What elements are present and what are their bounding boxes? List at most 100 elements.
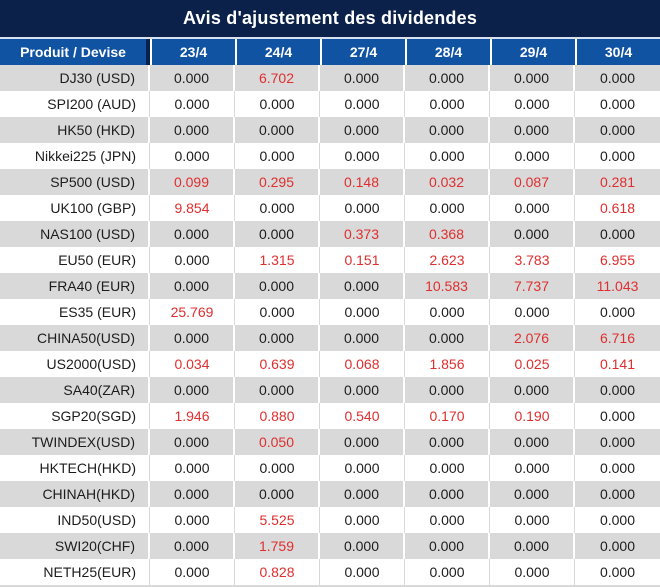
product-cell: NETH25(EUR) — [0, 559, 150, 585]
table-row: NETH25(EUR) 0.000 0.828 0.000 0.000 0.000 0.00… — [0, 559, 660, 585]
value-cell: 0.000 — [599, 148, 636, 164]
value-cell: 0.190 — [490, 403, 575, 429]
product-cell: FRA40 (EUR) — [0, 273, 150, 299]
value-cell: 7.737 — [490, 273, 575, 299]
value-cell: 2.623 — [405, 247, 490, 273]
value-cell: 5.525 — [235, 507, 320, 533]
value-cell: 0.000 — [490, 91, 575, 117]
value-cell: 0.000 — [405, 195, 490, 221]
value-cell: 0.000 — [490, 429, 575, 455]
value-cell: 0.000 — [490, 481, 575, 507]
value-cell: 1.946 — [150, 403, 235, 429]
value-cell: 0.000 — [320, 377, 405, 403]
table-row: SWI20(CHF) 0.000 1.759 0.000 0.000 0.000 0.000 — [0, 533, 660, 559]
value-cell: 0.025 — [490, 351, 575, 377]
value-cell: 3.783 — [490, 247, 575, 273]
value-cell: 0.281 — [599, 174, 636, 190]
value-cell: 0.000 — [150, 325, 235, 351]
value-cell: 0.068 — [320, 351, 405, 377]
value-cell: 0.000 — [599, 408, 636, 424]
value-cell: 9.854 — [150, 195, 235, 221]
value-cell: 0.000 — [150, 455, 235, 481]
product-cell: SA40(ZAR) — [0, 377, 150, 403]
value-cell: 1.856 — [405, 351, 490, 377]
value-cell: 0.000 — [490, 299, 575, 325]
table-header-row: Produit / Devise 23/4 24/4 27/4 28/4 29/4 30/4 — [0, 39, 660, 65]
table-row: SP500 (USD) 0.099 0.295 0.148 0.032 0.087 0.28… — [0, 169, 660, 195]
value-cell: 0.000 — [405, 117, 490, 143]
value-cell: 0.540 — [320, 403, 405, 429]
value-cell: 0.000 — [405, 325, 490, 351]
value-cell: 0.000 — [405, 429, 490, 455]
product-cell: DJ30 (USD) — [0, 65, 150, 91]
value-cell: 0.000 — [235, 455, 320, 481]
value-cell: 0.000 — [405, 377, 490, 403]
value-cell: 0.000 — [320, 91, 405, 117]
value-cell: 0.000 — [599, 382, 636, 398]
table-row: US2000(USD) 0.034 0.639 0.068 1.856 0.025 0.14… — [0, 351, 660, 377]
table-row: UK100 (GBP) 9.854 0.000 0.000 0.000 0.000 0.61… — [0, 195, 660, 221]
value-cell: 0.000 — [405, 299, 490, 325]
value-cell: 0.000 — [150, 273, 235, 299]
table-row: SPI200 (AUD) 0.000 0.000 0.000 0.000 0.000 0.0… — [0, 91, 660, 117]
table-row: NAS100 (USD) 0.000 0.000 0.373 0.368 0.000 0.0… — [0, 221, 660, 247]
product-cell: US2000(USD) — [0, 351, 150, 377]
page-title: Avis d'ajustement des dividendes — [0, 0, 660, 37]
value-cell: 0.000 — [599, 96, 636, 112]
table-row: CHINA50(USD) 0.000 0.000 0.000 0.000 2.076 6.7… — [0, 325, 660, 351]
value-cell: 0.000 — [150, 65, 235, 91]
value-cell: 0.373 — [320, 221, 405, 247]
value-cell: 0.000 — [150, 507, 235, 533]
column-header-date: 29/4 — [490, 39, 575, 65]
value-cell: 0.087 — [490, 169, 575, 195]
column-header-date: 30/4 — [575, 39, 660, 65]
value-cell: 0.000 — [405, 91, 490, 117]
table-row: Nikkei225 (JPN) 0.000 0.000 0.000 0.000 0.000… — [0, 143, 660, 169]
value-cell: 0.000 — [150, 377, 235, 403]
column-header-product: Produit / Devise — [0, 39, 150, 65]
product-cell: ES35 (EUR) — [0, 299, 150, 325]
value-cell: 0.151 — [320, 247, 405, 273]
table-body: DJ30 (USD) 0.000 6.702 0.000 0.000 0.000 0.000… — [0, 65, 660, 585]
value-cell: 0.000 — [150, 429, 235, 455]
value-cell: 0.000 — [405, 65, 490, 91]
value-cell: 0.000 — [320, 481, 405, 507]
value-cell: 0.000 — [150, 117, 235, 143]
value-cell: 0.000 — [320, 325, 405, 351]
value-cell: 0.000 — [490, 195, 575, 221]
table-row: HKTECH(HKD) 0.000 0.000 0.000 0.000 0.000 0.00… — [0, 455, 660, 481]
value-cell: 0.000 — [405, 455, 490, 481]
value-cell: 0.000 — [150, 221, 235, 247]
value-cell: 0.000 — [150, 533, 235, 559]
value-cell: 0.000 — [490, 559, 575, 585]
column-header-date: 24/4 — [235, 39, 320, 65]
value-cell: 0.828 — [235, 559, 320, 585]
table-row: FRA40 (EUR) 0.000 0.000 0.000 10.583 7.737 11.… — [0, 273, 660, 299]
value-cell: 0.000 — [490, 377, 575, 403]
value-cell: 0.000 — [490, 507, 575, 533]
value-cell: 0.000 — [235, 195, 320, 221]
value-cell: 0.000 — [320, 507, 405, 533]
value-cell: 0.000 — [150, 481, 235, 507]
value-cell: 0.000 — [405, 533, 490, 559]
value-cell: 0.000 — [490, 221, 575, 247]
value-cell: 10.583 — [405, 273, 490, 299]
product-cell: CHINAH(HKD) — [0, 481, 150, 507]
table-row: HK50 (HKD) 0.000 0.000 0.000 0.000 0.000 0.000 — [0, 117, 660, 143]
value-cell: 0.000 — [599, 304, 636, 320]
product-cell: Nikkei225 (JPN) — [0, 143, 150, 169]
value-cell: 0.618 — [599, 200, 636, 216]
product-cell: UK100 (GBP) — [0, 195, 150, 221]
value-cell: 0.034 — [150, 351, 235, 377]
value-cell: 0.000 — [320, 117, 405, 143]
product-cell: SWI20(CHF) — [0, 533, 150, 559]
value-cell: 1.759 — [235, 533, 320, 559]
value-cell: 0.000 — [235, 481, 320, 507]
value-cell: 0.032 — [405, 169, 490, 195]
value-cell: 11.043 — [596, 278, 639, 294]
value-cell: 0.368 — [405, 221, 490, 247]
value-cell: 0.000 — [320, 143, 405, 169]
product-cell: EU50 (EUR) — [0, 247, 150, 273]
value-cell: 0.000 — [490, 117, 575, 143]
